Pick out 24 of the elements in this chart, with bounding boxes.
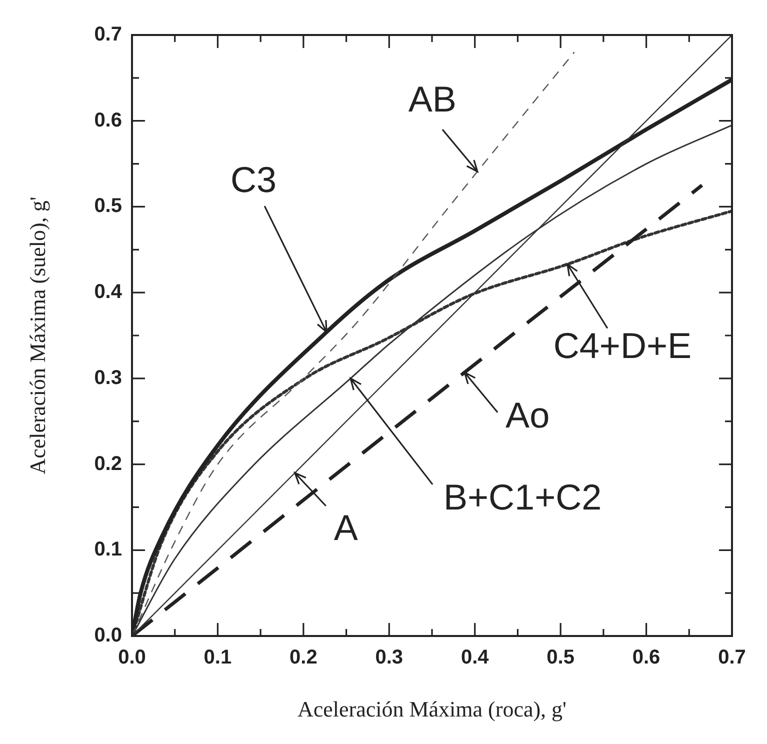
x-axis-title: Aceleración Máxima (roca), g' — [297, 696, 567, 722]
annotation: AB — [408, 78, 456, 120]
y-tick-label: 0.6 — [94, 109, 122, 132]
y-tick-label: 0.4 — [94, 281, 123, 304]
annotation: Ao — [506, 394, 550, 436]
y-tick-label: 0.5 — [94, 195, 122, 218]
x-tick-label: 0.5 — [546, 646, 574, 669]
x-tick-label: 0.2 — [290, 646, 318, 669]
annotation: C4+D+E — [553, 325, 692, 366]
y-tick-label: 0.0 — [94, 624, 122, 647]
y-tick-label: 0.1 — [94, 538, 122, 561]
x-tick-label: 0.0 — [118, 646, 146, 669]
annotation: C3 — [230, 158, 277, 200]
x-tick-label: 0.7 — [718, 646, 746, 669]
y-tick-label: 0.3 — [94, 366, 122, 389]
annotation: A — [334, 506, 358, 548]
annotation: B+C1+C2 — [444, 476, 602, 518]
x-tick-label: 0.3 — [375, 646, 404, 669]
x-tick-label: 0.6 — [632, 646, 660, 669]
x-tick-label: 0.1 — [204, 646, 232, 669]
y-axis-title: Aceleración Máxima (suelo), g' — [24, 196, 50, 474]
x-tick-label: 0.4 — [460, 646, 490, 669]
y-tick-label: 0.2 — [94, 452, 122, 475]
y-tick-label: 0.7 — [94, 24, 122, 46]
